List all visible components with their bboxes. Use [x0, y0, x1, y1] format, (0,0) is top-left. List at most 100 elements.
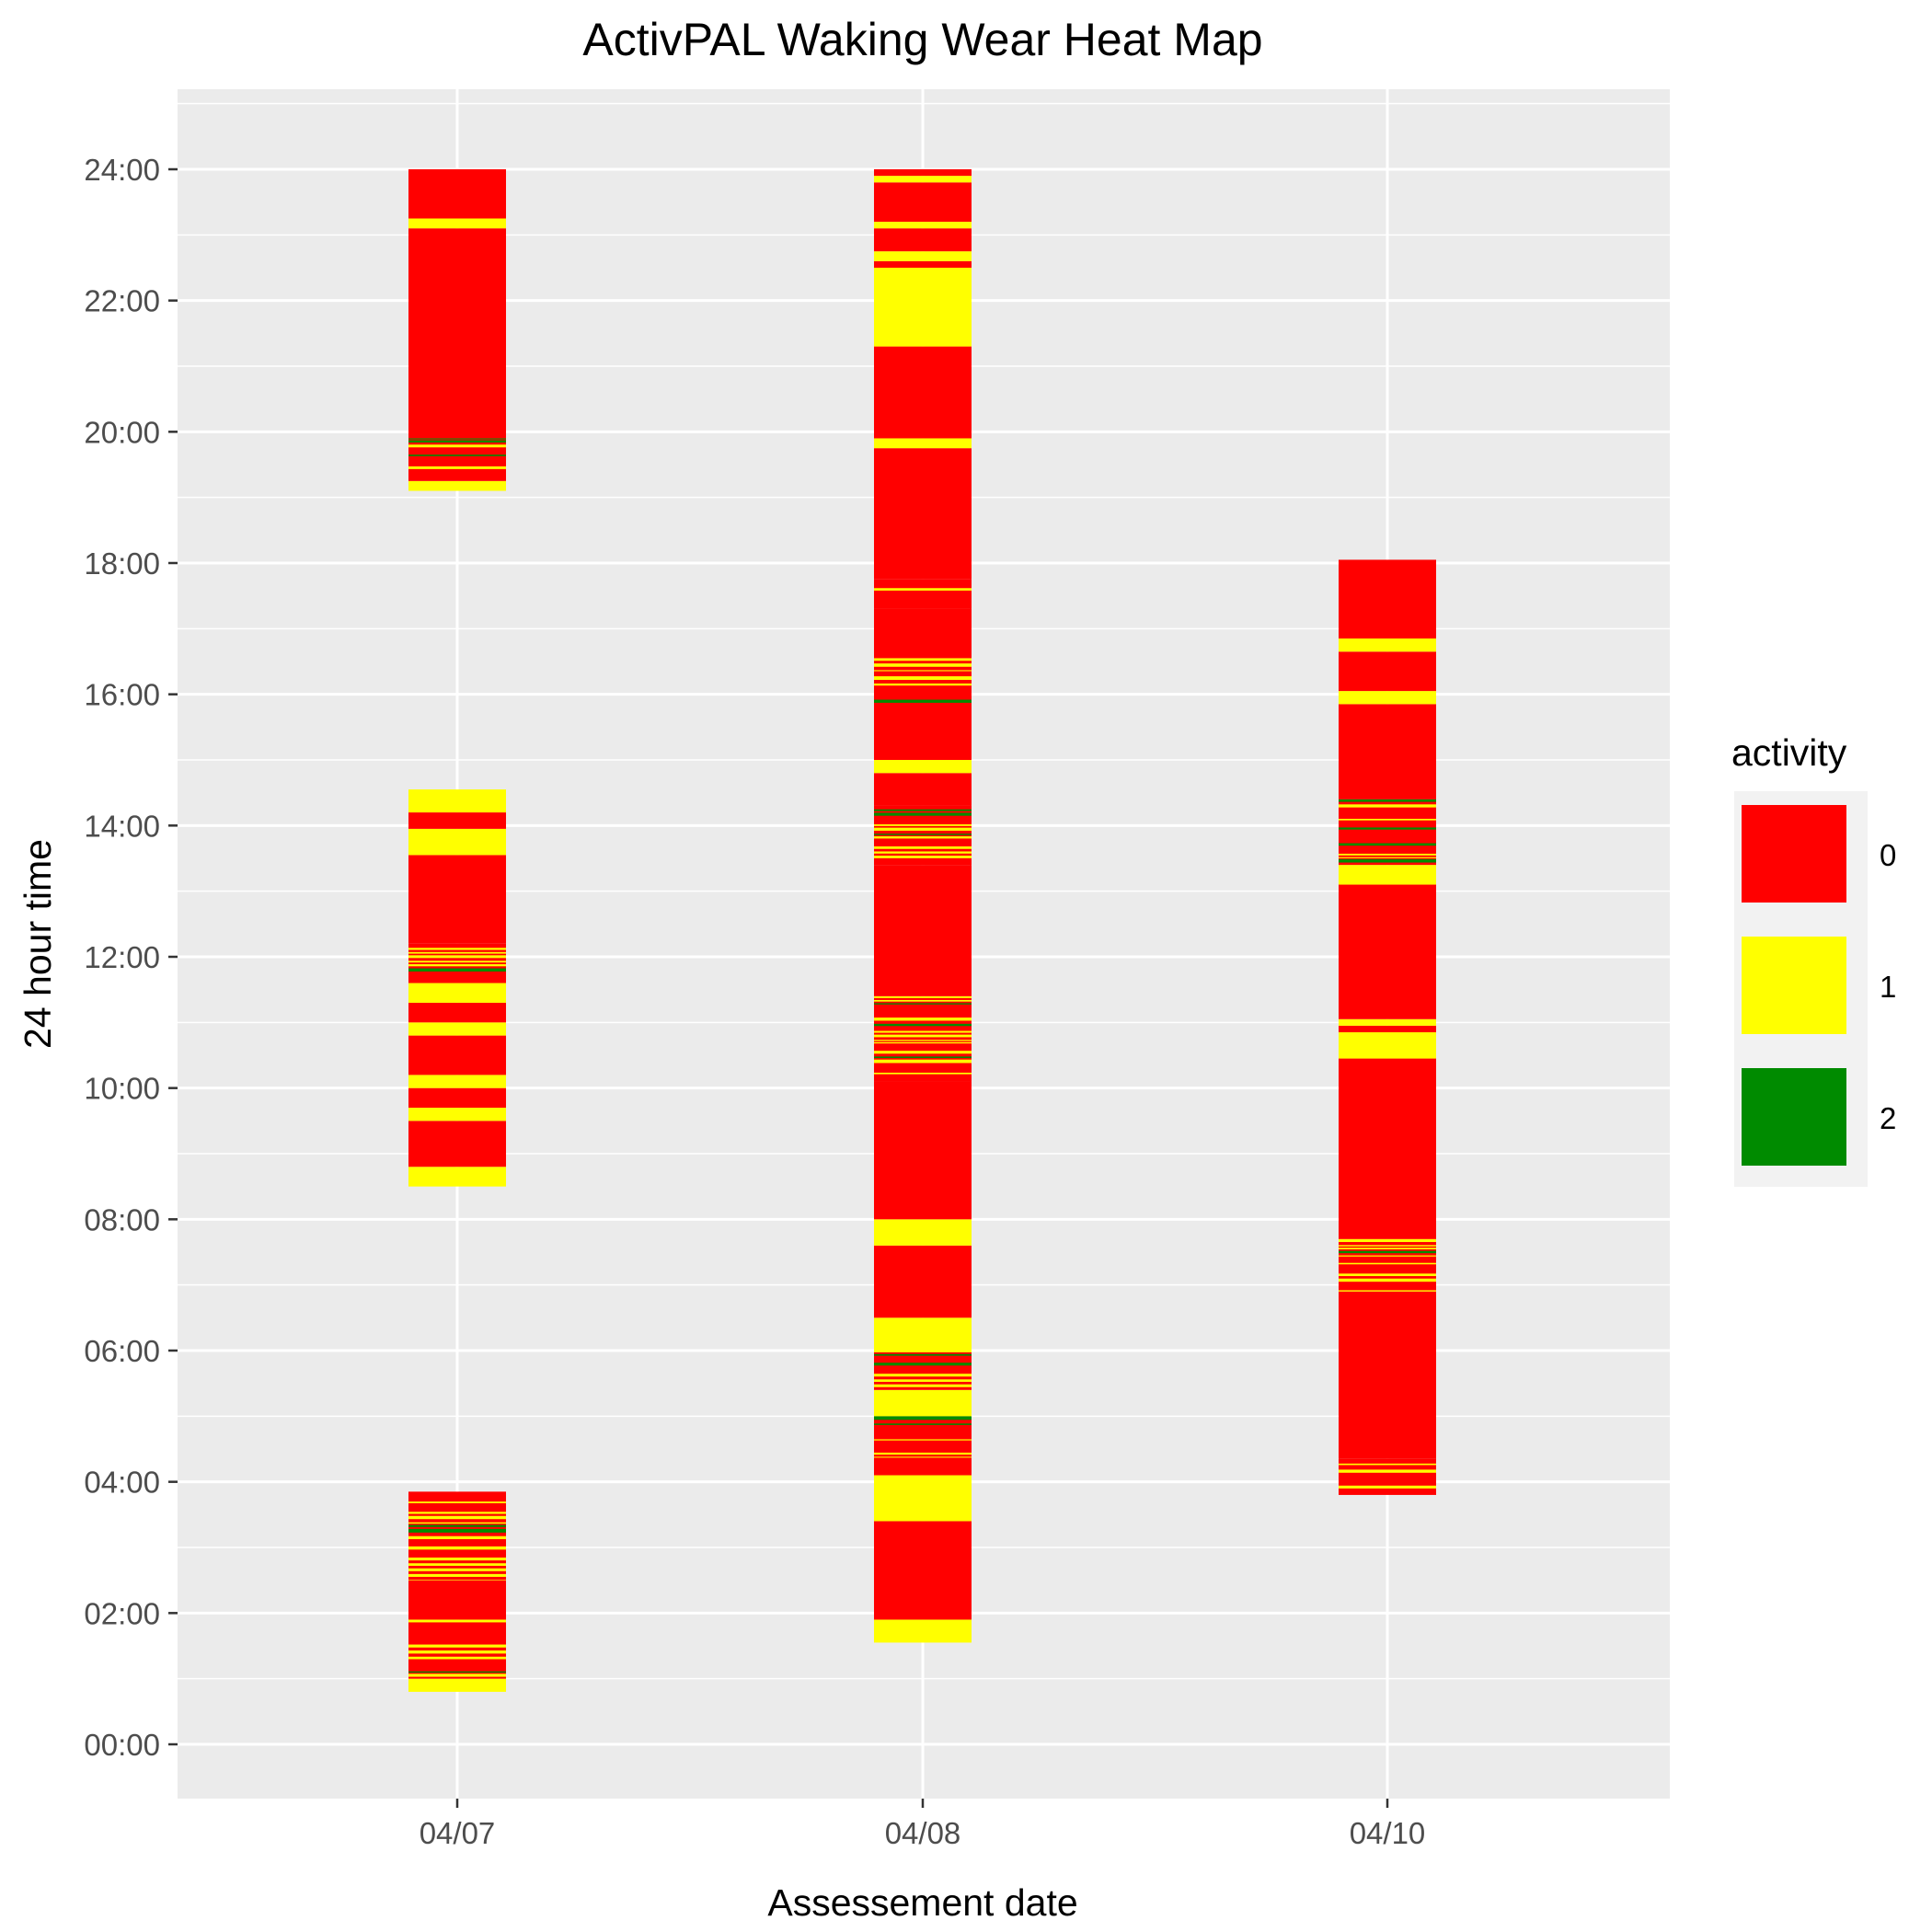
- heatmap-cell: [408, 1167, 506, 1187]
- heatmap-cell: [408, 948, 506, 950]
- legend-key-2: [1742, 1068, 1846, 1166]
- heatmap-cell: [874, 995, 972, 1082]
- heatmap-cell: [874, 1018, 972, 1021]
- heatmap-cell: [874, 169, 972, 177]
- heatmap-cell: [874, 827, 972, 831]
- heatmap-cell: [408, 1580, 506, 1620]
- heatmap-cell: [408, 1491, 506, 1502]
- heatmap-cell: [874, 1351, 972, 1352]
- heatmap-cell: [1339, 1245, 1436, 1247]
- heatmap-cell: [1339, 1469, 1436, 1473]
- heatmap-cell: [408, 1644, 506, 1648]
- heatmap-cell: [408, 1087, 506, 1109]
- heatmap-cell: [874, 1423, 972, 1425]
- heatmap-cell: [874, 812, 972, 816]
- heatmap-cell: [1339, 559, 1436, 639]
- heatmap-cell: [408, 1656, 506, 1660]
- heatmap-cell: [1339, 857, 1436, 858]
- heatmap-cell: [1339, 1032, 1436, 1059]
- heatmap-cell: [1339, 1291, 1436, 1459]
- heatmap-cell: [874, 1051, 972, 1054]
- y-tick-label: 08:00: [84, 1202, 160, 1236]
- heatmap-column-04-07: [408, 169, 506, 1692]
- heatmap-cell: [1339, 884, 1436, 1019]
- y-tick-label: 20:00: [84, 415, 160, 449]
- heatmap-cell: [1339, 1238, 1436, 1243]
- y-tick-label: 02:00: [84, 1596, 160, 1630]
- y-tick-label: 10:00: [84, 1072, 160, 1106]
- legend-label-1: 1: [1880, 970, 1896, 1004]
- heatmap-cell: [874, 710, 972, 760]
- heatmap-cell: [408, 1501, 506, 1503]
- heatmap-cell: [874, 260, 972, 268]
- heatmap-cell: [874, 1439, 972, 1441]
- chart-title: ActivPAL Waking Wear Heat Map: [582, 14, 1262, 65]
- legend-label-0: 0: [1880, 838, 1896, 872]
- heatmap-cell: [874, 1351, 972, 1390]
- heatmap-cell: [1339, 843, 1436, 846]
- x-tick-label: 04/10: [1350, 1816, 1426, 1850]
- heatmap-cell: [874, 176, 972, 183]
- heatmap-cell: [874, 773, 972, 806]
- heatmap-cell: [1339, 853, 1436, 856]
- legend-key-0: [1742, 805, 1846, 903]
- heatmap-cell: [408, 169, 506, 219]
- heatmap-cell: [408, 466, 506, 469]
- heatmap-cell: [408, 1512, 506, 1514]
- heatmap-cell: [408, 1573, 506, 1577]
- heatmap-cell: [408, 943, 506, 983]
- heatmap-cell: [874, 1041, 972, 1044]
- heatmap-cell: [874, 1072, 972, 1075]
- heatmap-cell: [874, 1374, 972, 1377]
- legend-entries: 0 1 2: [1742, 805, 1896, 1166]
- heatmap-cell: [874, 670, 972, 672]
- y-tick-label: 00:00: [84, 1728, 160, 1762]
- heatmap-cell: [874, 1219, 972, 1246]
- heatmap-cell: [874, 1521, 972, 1620]
- heatmap-cell: [1339, 1025, 1436, 1033]
- heatmap-cell: [408, 983, 506, 1003]
- heatmap-cell: [874, 1619, 972, 1643]
- heatmap-cell: [408, 955, 506, 959]
- heatmap-cell: [408, 1619, 506, 1679]
- heatmap-cell: [874, 836, 972, 839]
- heatmap-cell: [408, 1535, 506, 1539]
- heatmap-cell: [874, 1353, 972, 1356]
- heatmap-cell: [408, 1558, 506, 1561]
- x-tick-label: 04/07: [420, 1816, 496, 1850]
- heatmap-cell: [408, 218, 506, 229]
- heatmap-cell: [874, 1056, 972, 1059]
- heatmap-cell: [874, 856, 972, 858]
- heatmap-cell: [408, 828, 506, 856]
- heatmap-cell: [408, 968, 506, 972]
- heatmap-cell: [874, 846, 972, 849]
- heatmap-cell: [1339, 865, 1436, 885]
- heatmap-cell: [874, 1456, 972, 1458]
- heatmap-cell: [408, 1546, 506, 1550]
- heatmap-cell: [408, 855, 506, 944]
- heatmap-cell: [874, 182, 972, 223]
- heatmap-cell: [874, 865, 972, 996]
- heatmap-cell: [408, 1002, 506, 1023]
- heatmap-cell: [874, 683, 972, 686]
- legend: activity 0 1 2: [1731, 731, 1896, 1187]
- heatmap-cell: [1339, 1463, 1436, 1466]
- legend-label-2: 2: [1880, 1101, 1896, 1135]
- heatmap-cell: [408, 1075, 506, 1088]
- heatmap-cell: [874, 222, 972, 229]
- heatmap-cell: [408, 1035, 506, 1075]
- heatmap-cell: [874, 1389, 972, 1417]
- heatmap-cell: [408, 444, 506, 448]
- heatmap-cell: [408, 1563, 506, 1566]
- heatmap-cell: [1339, 1255, 1436, 1257]
- heatmap-cell: [1339, 1238, 1436, 1292]
- y-axis-title: 24 hour time: [17, 839, 59, 1049]
- heatmap-columns: [408, 169, 1436, 1692]
- heatmap-cell: [408, 1580, 506, 1581]
- heatmap-cell: [874, 995, 972, 998]
- y-tick-label: 06:00: [84, 1334, 160, 1368]
- heatmap-cell: [874, 1023, 972, 1027]
- heatmap-cell: [1339, 1248, 1436, 1249]
- heatmap-cell: [1339, 1290, 1436, 1292]
- heatmap-cell: [874, 676, 972, 681]
